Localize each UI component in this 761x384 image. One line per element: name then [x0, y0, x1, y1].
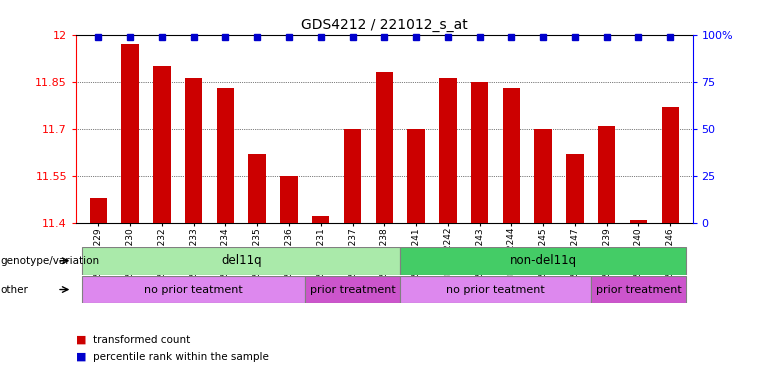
Text: percentile rank within the sample: percentile rank within the sample [93, 352, 269, 362]
Bar [217, 88, 234, 223]
Bar [82, 247, 400, 275]
Bar [376, 72, 393, 223]
Bar [471, 82, 489, 223]
Text: prior treatment: prior treatment [310, 285, 396, 295]
Bar [305, 276, 400, 303]
Bar [400, 247, 686, 275]
Text: other: other [1, 285, 29, 295]
Bar [312, 217, 330, 223]
Text: ■: ■ [76, 352, 90, 362]
Text: non-del11q: non-del11q [510, 254, 577, 267]
Text: prior treatment: prior treatment [596, 285, 681, 295]
Bar [185, 78, 202, 223]
Bar [90, 198, 107, 223]
Bar [121, 44, 139, 223]
Bar [439, 78, 457, 223]
Text: ■: ■ [76, 335, 90, 345]
Bar [630, 220, 648, 223]
Bar [566, 154, 584, 223]
Text: transformed count: transformed count [93, 335, 190, 345]
Bar [661, 107, 679, 223]
Text: del11q: del11q [221, 254, 262, 267]
Text: no prior teatment: no prior teatment [145, 285, 243, 295]
Bar [400, 276, 591, 303]
Bar [344, 129, 361, 223]
Bar [503, 88, 520, 223]
Bar [598, 126, 616, 223]
Text: no prior teatment: no prior teatment [446, 285, 545, 295]
Bar [280, 175, 298, 223]
Title: GDS4212 / 221012_s_at: GDS4212 / 221012_s_at [301, 18, 468, 32]
Text: genotype/variation: genotype/variation [1, 256, 100, 266]
Bar [407, 129, 425, 223]
Bar [249, 154, 266, 223]
Bar [153, 66, 170, 223]
Bar [534, 129, 552, 223]
Bar [82, 276, 305, 303]
Bar [591, 276, 686, 303]
